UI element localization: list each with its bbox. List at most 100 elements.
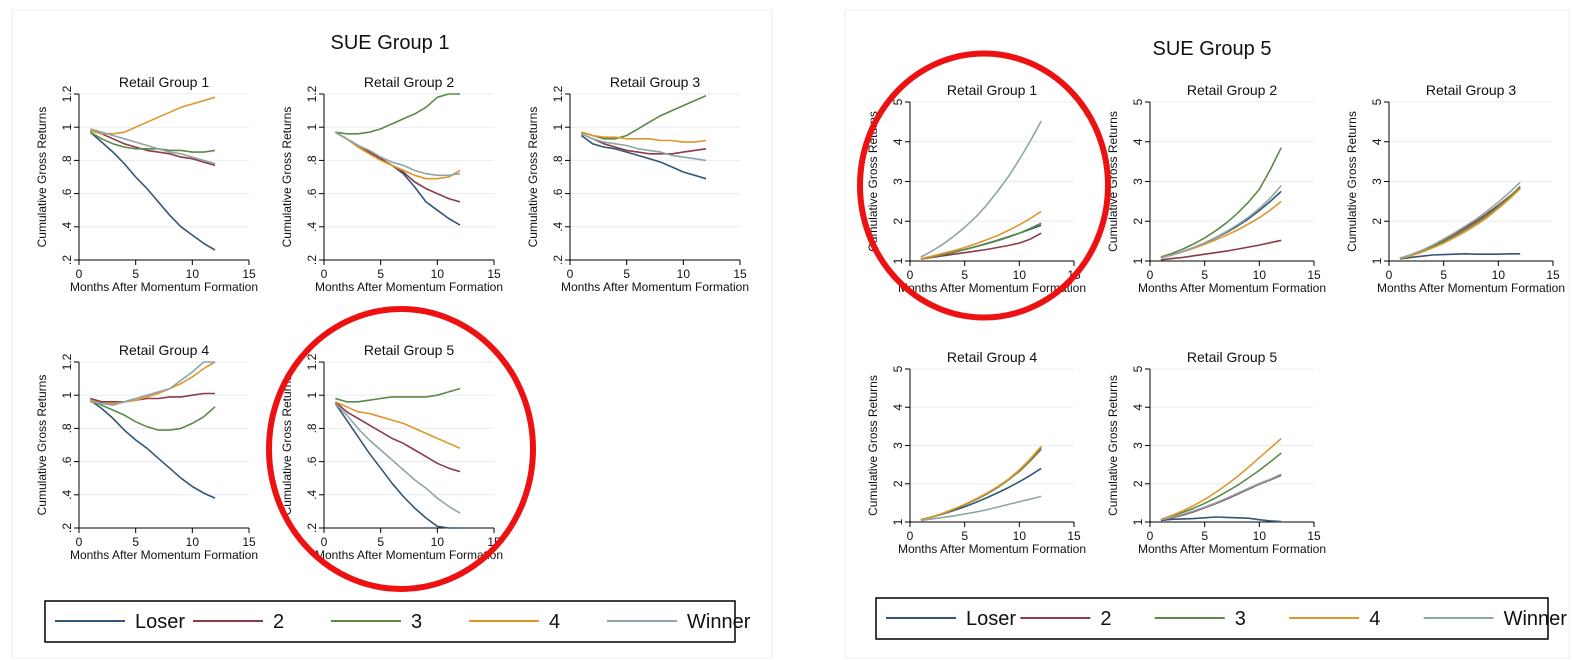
series-line-loser xyxy=(89,399,216,499)
y-tick-label: 5 xyxy=(891,98,905,105)
series-line-3 xyxy=(1160,452,1282,521)
x-tick-label: 0 xyxy=(907,529,914,543)
series-line-4 xyxy=(334,401,461,450)
figure-1-border xyxy=(11,9,773,659)
x-tick-label: 0 xyxy=(1386,268,1393,282)
series-line-2 xyxy=(580,133,707,155)
x-tick-label: 10 xyxy=(431,535,445,549)
y-tick-label: .4 xyxy=(60,489,74,499)
x-tick-label: 10 xyxy=(1253,529,1267,543)
y-tick-label: .4 xyxy=(60,221,74,231)
legend-1-items: Loser 2 3 4 Winner xyxy=(55,611,751,633)
series-line-2 xyxy=(920,232,1042,260)
y-tick-label: 1 xyxy=(60,392,74,399)
highlight-circles-layer xyxy=(266,50,1111,592)
y-tick-label: 4 xyxy=(1131,404,1145,411)
y-tick-label: 1 xyxy=(1131,518,1145,525)
panel-title: Retail Group 4 xyxy=(119,342,209,358)
panel-title: Retail Group 3 xyxy=(610,74,700,90)
y-axis-title: Cumulative Gross Returns xyxy=(866,375,880,516)
highlight-circle xyxy=(857,50,1111,321)
series-line-loser xyxy=(1399,253,1521,260)
y-tick-label: 4 xyxy=(891,404,905,411)
series-line-3 xyxy=(335,387,461,403)
y-axis-title: Cumulative Gross Returns xyxy=(1106,375,1120,516)
series-line-winner xyxy=(580,133,707,162)
legend-label: 4 xyxy=(1369,608,1380,630)
panel-8: 1 2 3 4 5 0 5 10 15 Retail Group 3 Months After Mo… xyxy=(1345,82,1565,295)
y-tick-label: .4 xyxy=(305,489,319,499)
y-tick-label: 1 xyxy=(551,124,565,131)
panel-title: Retail Group 5 xyxy=(1187,349,1277,365)
y-tick-label: 1 xyxy=(891,518,905,525)
panel-title: Retail Group 4 xyxy=(947,349,1037,365)
panel-title: Retail Group 1 xyxy=(947,82,1037,98)
panel-3: .2 .4 .6 .8 1 1.2 0 5 10 15 Retail Group 3 Months A… xyxy=(526,74,749,294)
x-tick-label: 15 xyxy=(1307,268,1321,282)
legend-label: 4 xyxy=(549,611,560,633)
y-tick-label: 4 xyxy=(891,138,905,145)
figure-2-border xyxy=(844,9,1570,659)
y-tick-label: .4 xyxy=(305,221,319,231)
x-tick-label: 0 xyxy=(1147,268,1154,282)
y-axis-title: Cumulative Gross Returns xyxy=(1345,111,1359,252)
y-tick-label: 1 xyxy=(891,257,905,264)
x-tick-label: 0 xyxy=(567,267,574,281)
y-tick-label: .8 xyxy=(305,155,319,165)
panel-title: Retail Group 5 xyxy=(364,342,454,358)
legend-2-items: Loser 2 3 4 Winner xyxy=(886,608,1567,630)
y-tick-label: 5 xyxy=(1131,365,1145,372)
x-tick-label: 0 xyxy=(321,267,328,281)
legend-label: 3 xyxy=(1235,608,1246,630)
y-axis-title: Cumulative Gross Returns xyxy=(35,375,49,516)
x-tick-label: 0 xyxy=(321,535,328,549)
y-axis-title: Cumulative Gross Returns xyxy=(866,111,880,252)
legend-2: Loser 2 3 4 Winner xyxy=(875,597,1567,640)
series-line-loser xyxy=(580,134,707,180)
x-tick-label: 0 xyxy=(76,267,83,281)
series-line-winner xyxy=(90,361,215,407)
x-tick-label: 15 xyxy=(733,267,747,281)
x-tick-label: 10 xyxy=(1013,268,1027,282)
series-line-winner xyxy=(920,120,1042,258)
x-axis-title: Months After Momentum Formation xyxy=(1138,542,1326,556)
y-tick-label: 1.2 xyxy=(305,85,319,102)
series-line-4 xyxy=(90,361,216,405)
panel-title: Retail Group 3 xyxy=(1426,82,1516,98)
x-tick-label: 0 xyxy=(76,535,83,549)
y-tick-label: 1.2 xyxy=(60,85,74,102)
x-tick-label: 10 xyxy=(677,267,691,281)
series-line-3 xyxy=(1160,147,1282,258)
series-line-winner xyxy=(1399,181,1521,259)
y-tick-label: 3 xyxy=(1370,178,1384,185)
x-tick-label: 10 xyxy=(1492,268,1506,282)
x-tick-label: 5 xyxy=(132,535,139,549)
series-line-3 xyxy=(89,399,216,431)
series-line-3 xyxy=(581,94,707,140)
legend-label: Loser xyxy=(966,608,1016,630)
x-tick-label: 10 xyxy=(1013,529,1027,543)
series-line-2 xyxy=(90,129,216,167)
y-axis-title: Cumulative Gross Returns xyxy=(1106,111,1120,252)
legend-label: Winner xyxy=(1504,608,1568,630)
legend-label: 2 xyxy=(1100,608,1111,630)
x-tick-label: 15 xyxy=(1307,529,1321,543)
y-tick-label: .2 xyxy=(60,255,74,265)
series-line-loser xyxy=(334,403,460,529)
panel-title: Retail Group 2 xyxy=(364,74,454,90)
x-tick-label: 5 xyxy=(1201,268,1208,282)
y-tick-label: 1.2 xyxy=(60,353,74,370)
y-tick-label: 4 xyxy=(1370,138,1384,145)
x-axis-title: Months After Momentum Formation xyxy=(1138,281,1326,295)
x-axis-title: Months After Momentum Formation xyxy=(70,280,258,294)
y-tick-label: 2 xyxy=(891,480,905,487)
y-tick-label: .6 xyxy=(551,188,565,198)
x-tick-label: 15 xyxy=(242,267,256,281)
x-tick-label: 5 xyxy=(377,267,384,281)
y-tick-label: 1 xyxy=(305,124,319,131)
y-tick-label: 3 xyxy=(1131,178,1145,185)
y-axis-title: Cumulative Gross Returns xyxy=(280,375,294,516)
